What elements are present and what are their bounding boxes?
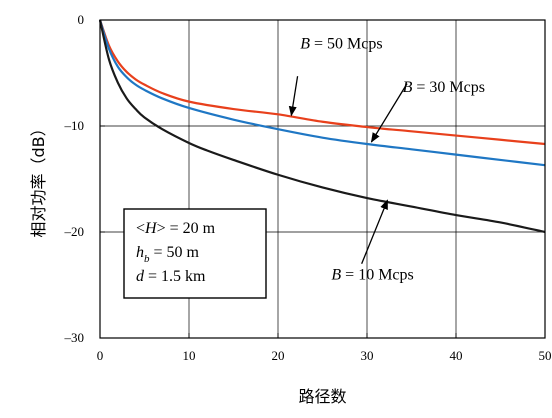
annotation-arrow-1 <box>370 83 408 143</box>
parameter-box: <H> = 20 m hb = 50 m d = 1.5 km <box>123 208 267 299</box>
series-line-1 <box>98 19 546 167</box>
x-tick-label: 50 <box>539 348 552 363</box>
series-layer <box>98 19 546 234</box>
annotation-arrow-0 <box>288 76 299 117</box>
y-tick-label: –10 <box>64 118 85 133</box>
series-annotation-1: B = 30 Mcps <box>403 79 485 96</box>
x-tick-label: 30 <box>361 348 374 363</box>
y-tick-label: –20 <box>64 224 85 239</box>
series-annotation-2: B = 10 Mcps <box>331 267 413 284</box>
x-tick-label: 0 <box>97 348 104 363</box>
parameter-box-frame <box>123 208 267 299</box>
y-tick-label: 0 <box>78 12 85 27</box>
annotation-arrow-2 <box>361 199 389 265</box>
parameter-line-2: d = 1.5 km <box>136 268 206 285</box>
parameter-line-0: <H> = 20 m <box>136 220 216 237</box>
parameter-line-1: hb = 50 m <box>136 244 200 265</box>
annotations: B = 50 Mcps B = 30 Mcps B = 10 Mcps <box>288 36 485 284</box>
y-tick-label: –30 <box>64 330 85 345</box>
series-annotation-0: B = 50 Mcps <box>300 36 382 53</box>
x-tick-label: 40 <box>450 348 463 363</box>
x-axis-label: 路径数 <box>298 387 346 406</box>
series-line-2 <box>98 19 546 234</box>
ticks: 0 10 20 30 40 50 0 –10 –20 –30 <box>64 12 552 363</box>
plot-frame <box>99 19 546 339</box>
x-tick-label: 20 <box>272 348 285 363</box>
y-axis-label: 相对功率（dB） <box>29 120 48 237</box>
x-tick-label: 10 <box>183 348 196 363</box>
series-line-0 <box>98 19 546 146</box>
